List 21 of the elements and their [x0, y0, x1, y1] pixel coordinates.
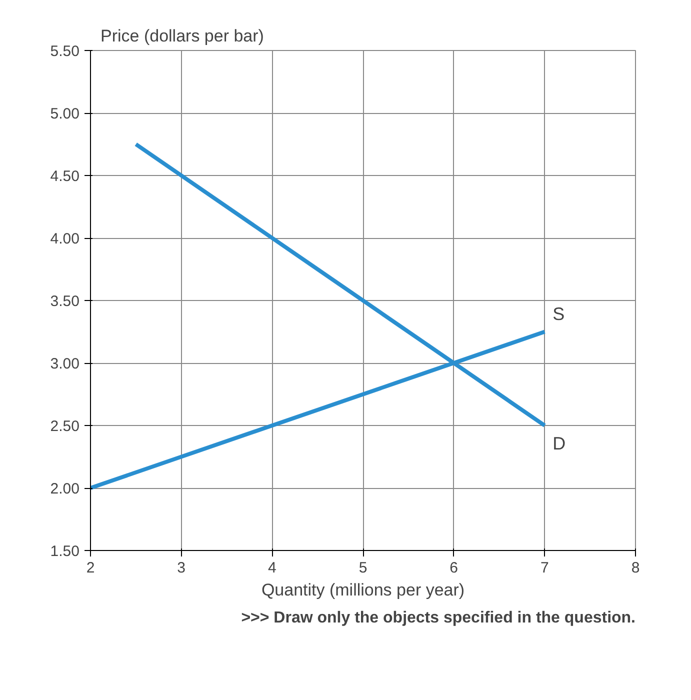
x-tick-label: 3 [177, 560, 186, 576]
x-tick-label: 4 [268, 560, 276, 576]
y-tick-label: 1.50 [50, 543, 80, 560]
x-tick-label: 5 [358, 560, 368, 576]
x-tick-label: 2 [86, 560, 95, 576]
y-tick-label: 5.00 [50, 106, 80, 122]
y-tick-label: 4.50 [50, 168, 80, 185]
y-axis-title: Price (dollars per bar) [100, 26, 264, 46]
x-tick-label: 7 [540, 560, 549, 576]
y-tick-label: 3.00 [50, 356, 80, 372]
x-tick-label: 6 [450, 560, 458, 576]
series-label: D [552, 434, 566, 454]
y-tick-label: 3.50 [50, 293, 80, 310]
y-tick-label: 2.00 [50, 480, 80, 498]
y-tick-label: 2.50 [50, 418, 80, 435]
x-axis-title: Quantity (millions per year) [261, 580, 465, 600]
y-tick-label: 5.50 [50, 43, 80, 60]
series-label: S [552, 304, 565, 324]
y-tick-label: 4.00 [50, 230, 80, 248]
text: >>> Draw only the objects specified in the question. [241, 610, 636, 626]
x-tick-label: 8 [631, 560, 640, 576]
